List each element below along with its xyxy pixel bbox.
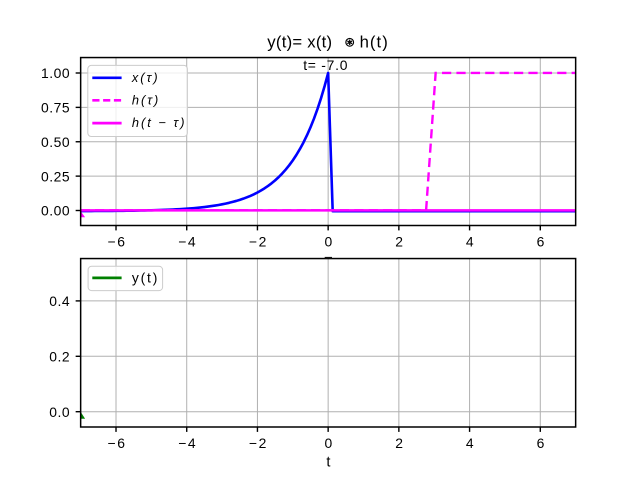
- svg-text:0.00: 0.00: [41, 203, 70, 219]
- svg-text:y(t): y(t): [132, 269, 159, 285]
- svg-text:h(τ): h(τ): [132, 92, 160, 107]
- svg-text:4: 4: [466, 435, 474, 451]
- svg-text:−4: −4: [178, 435, 197, 451]
- svg-text:0.50: 0.50: [41, 134, 70, 150]
- svg-text:h(t − τ): h(t − τ): [132, 115, 187, 130]
- svg-text:−6: −6: [107, 435, 126, 451]
- svg-text:0.0: 0.0: [49, 404, 70, 420]
- svg-text:0.25: 0.25: [41, 168, 70, 184]
- svg-text:1.00: 1.00: [41, 65, 70, 81]
- svg-text:0.4: 0.4: [49, 293, 70, 309]
- svg-text:6: 6: [537, 435, 545, 451]
- svg-text:2: 2: [395, 435, 403, 451]
- svg-text:2: 2: [395, 233, 403, 249]
- svg-text:4: 4: [466, 233, 474, 249]
- svg-text:t= -7.0: t= -7.0: [303, 57, 348, 73]
- svg-text:−2: −2: [249, 435, 268, 451]
- svg-text:0.2: 0.2: [49, 349, 70, 365]
- svg-text:−4: −4: [178, 233, 197, 249]
- svg-text:0: 0: [324, 435, 332, 451]
- svg-text:6: 6: [537, 233, 545, 249]
- svg-text:h(t): h(t): [360, 33, 389, 52]
- svg-text:0.75: 0.75: [41, 100, 70, 116]
- svg-text:0: 0: [324, 233, 332, 249]
- svg-text:t: t: [326, 455, 330, 471]
- svg-text:y(t)= x(t): y(t)= x(t): [267, 33, 332, 52]
- svg-text:x(τ): x(τ): [131, 70, 160, 85]
- svg-text:−2: −2: [249, 233, 268, 249]
- svg-text:−6: −6: [107, 233, 126, 249]
